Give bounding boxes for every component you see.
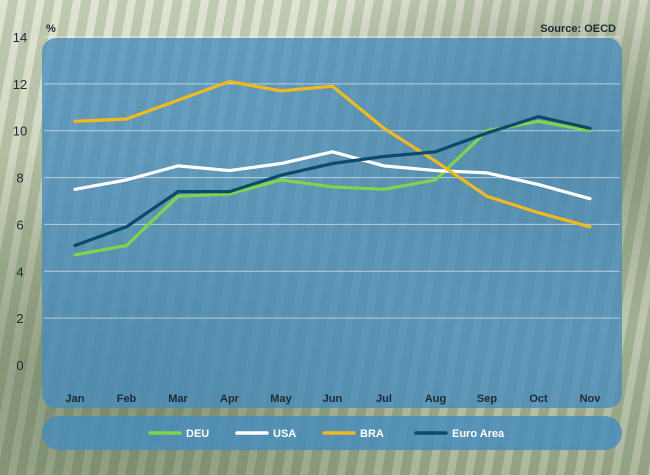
x-tick-label: Feb bbox=[117, 393, 137, 405]
x-tick-label: Aug bbox=[425, 393, 446, 405]
series-lines bbox=[73, 79, 592, 257]
legend-label: BRA bbox=[360, 428, 384, 440]
legend-label: DEU bbox=[186, 428, 209, 440]
x-tick-label: Mar bbox=[168, 393, 188, 405]
series-line-bra bbox=[73, 79, 592, 229]
y-tick-label: 8 bbox=[16, 171, 23, 186]
y-tick-label: 4 bbox=[16, 264, 23, 279]
y-tick-label: 2 bbox=[16, 311, 23, 326]
legend-label: Euro Area bbox=[452, 428, 505, 440]
y-tick-label: 10 bbox=[13, 124, 27, 139]
plot-panel bbox=[42, 38, 622, 408]
x-tick-label: Apr bbox=[220, 393, 240, 405]
x-tick-label: Jan bbox=[66, 393, 85, 405]
y-tick-label: 6 bbox=[16, 217, 23, 232]
x-tick-label: Jul bbox=[376, 393, 392, 405]
legend-label: USA bbox=[273, 428, 296, 440]
series-line-euro-area bbox=[73, 115, 592, 248]
y-axis-unit: % bbox=[46, 23, 56, 35]
series-line-deu bbox=[73, 119, 592, 257]
source-label: Source: OECD bbox=[540, 23, 616, 35]
x-tick-label: May bbox=[270, 393, 292, 405]
x-tick-label: Jun bbox=[323, 393, 343, 405]
x-axis-ticks: Jan Feb Mar Apr May Jun Jul Aug Sep Oct Nov bbox=[66, 393, 602, 405]
x-tick-label: Oct bbox=[529, 393, 548, 405]
y-tick-label: 14 bbox=[13, 30, 27, 45]
y-tick-label: 0 bbox=[16, 358, 23, 373]
series-line-usa bbox=[73, 150, 592, 201]
x-tick-label: Sep bbox=[477, 393, 497, 405]
y-tick-label: 12 bbox=[13, 77, 27, 92]
grid bbox=[44, 36, 620, 319]
y-axis-ticks: 0 2 4 6 8 10 12 14 bbox=[13, 30, 27, 373]
x-tick-label: Nov bbox=[580, 393, 602, 405]
legend: DEU USA BRA Euro Area bbox=[148, 428, 505, 440]
